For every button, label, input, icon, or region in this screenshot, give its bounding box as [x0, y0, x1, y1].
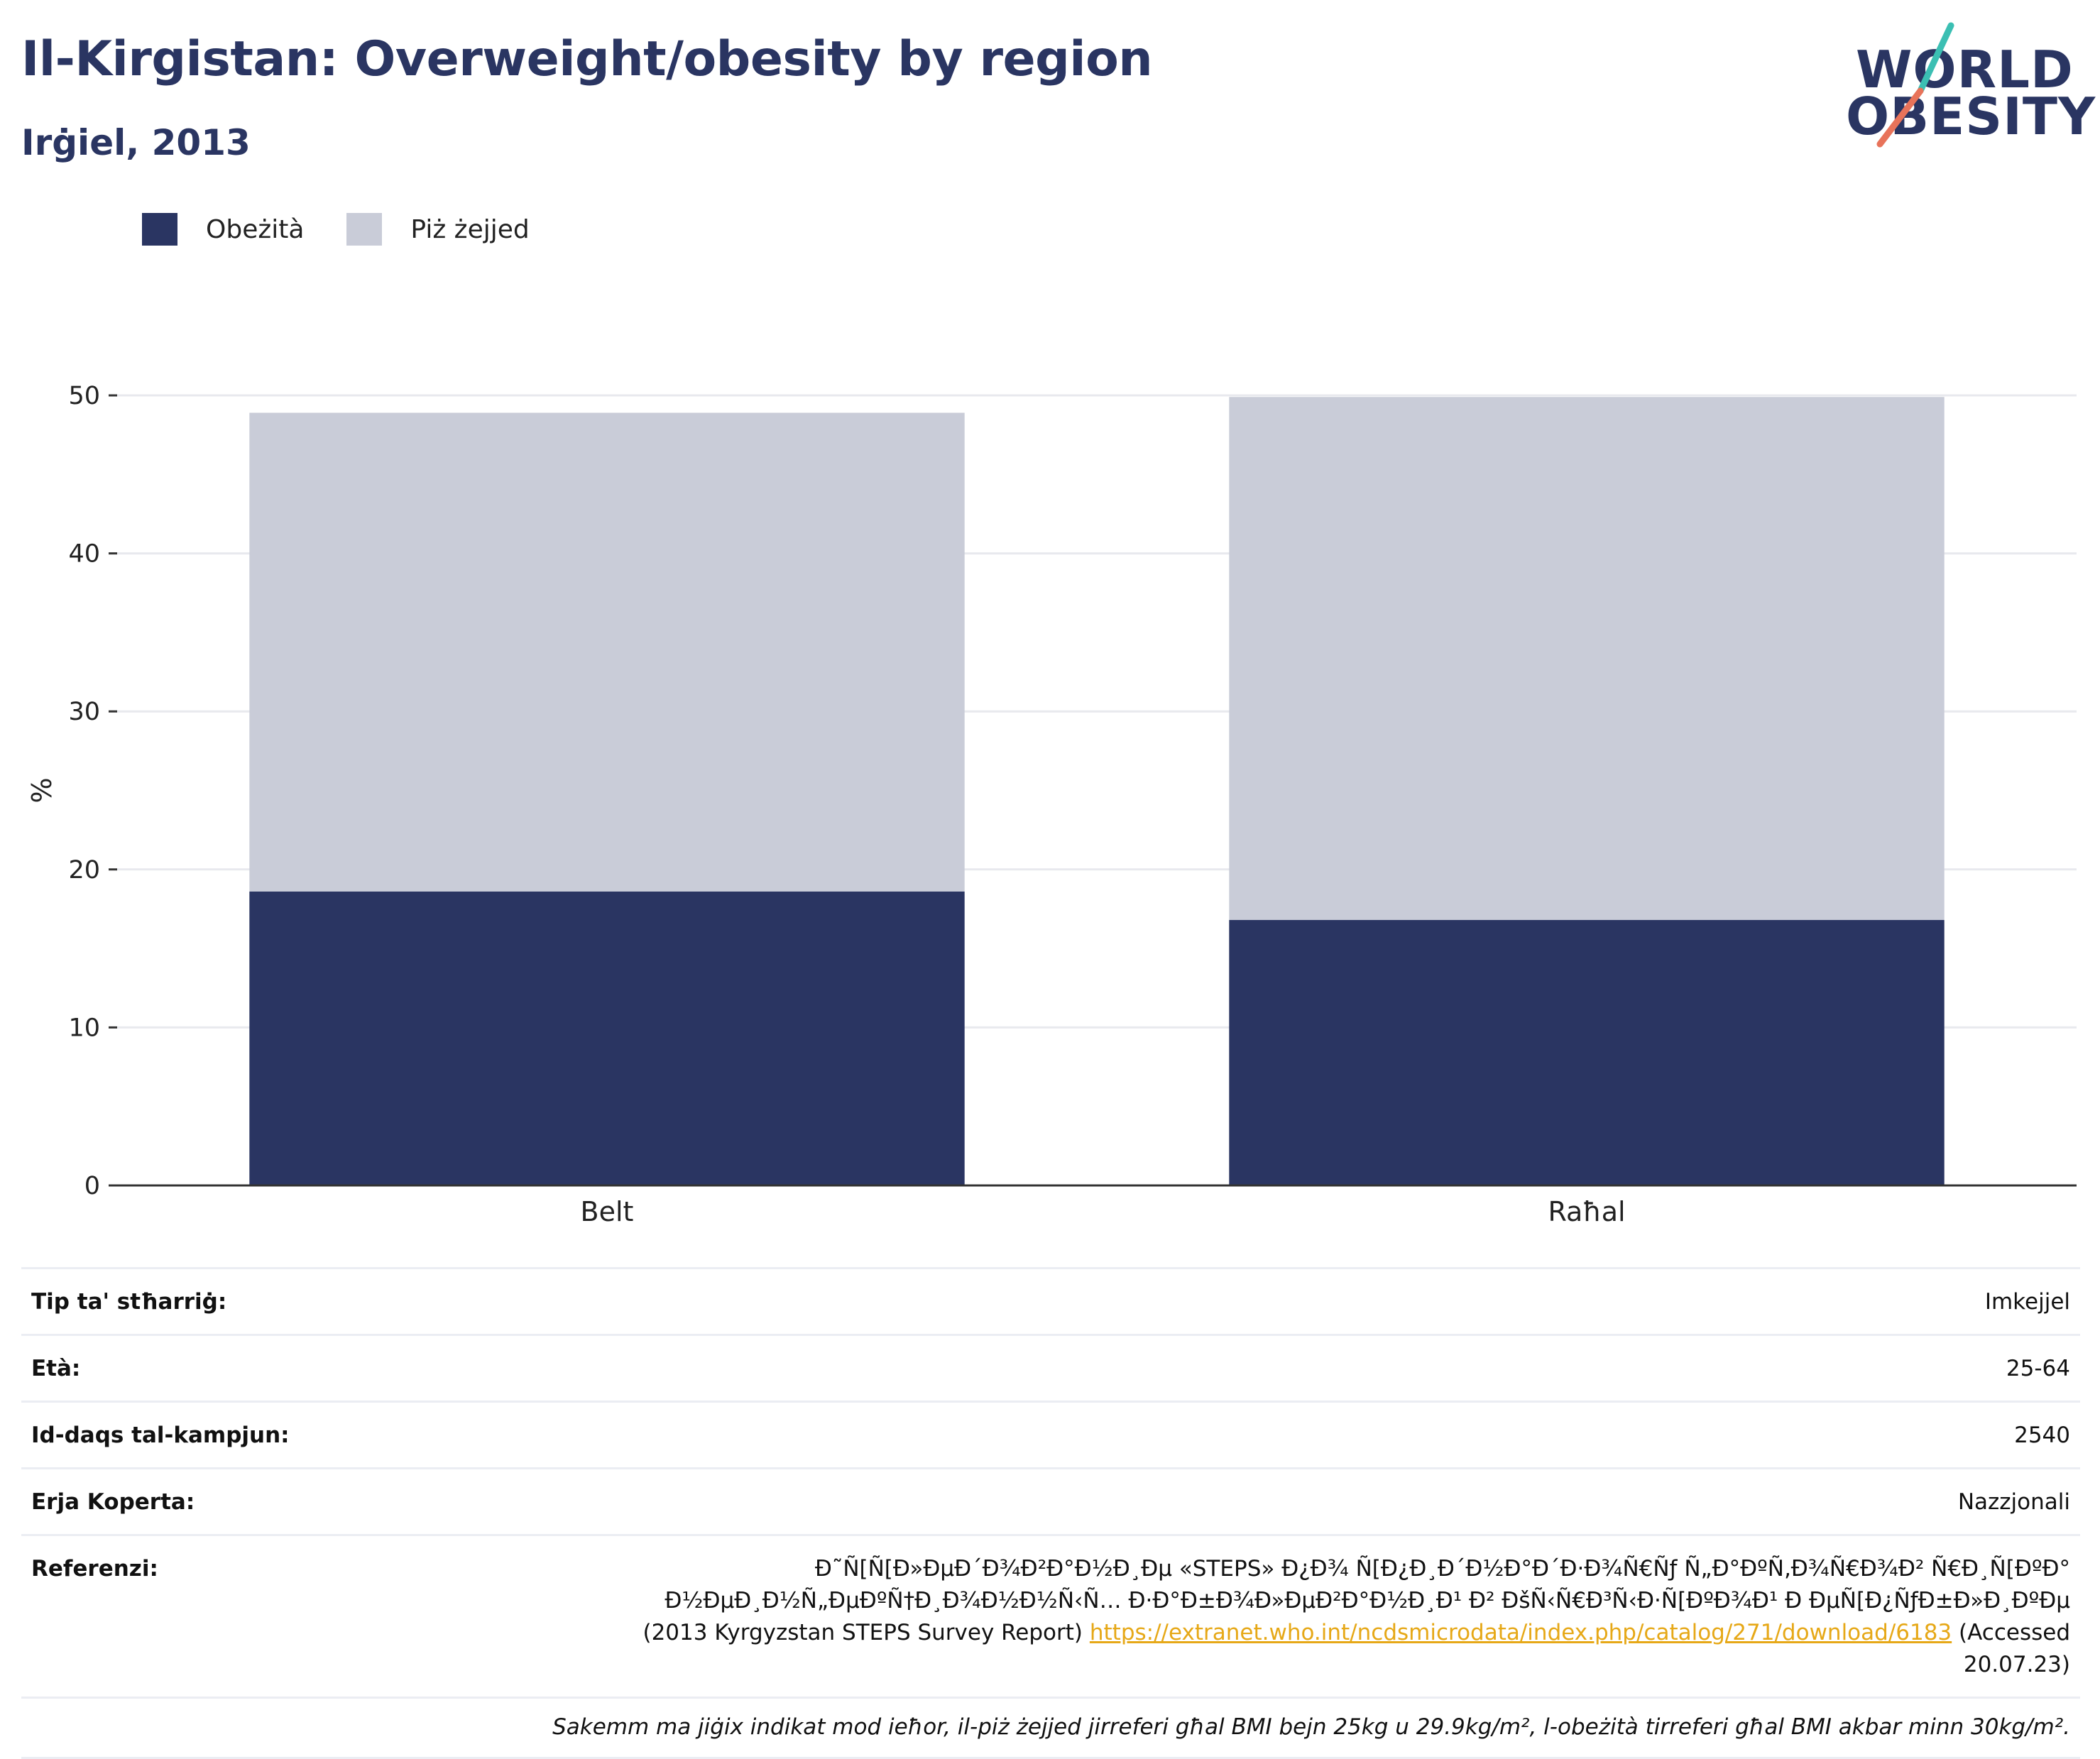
x-tick-label: Raħal — [1548, 1196, 1625, 1227]
info-value: 25-64 — [2006, 1355, 2070, 1381]
legend-label-obesity: Obeżità — [206, 214, 305, 244]
x-tick-label: Belt — [581, 1196, 634, 1227]
legend-label-overweight: Piż żejjed — [410, 214, 530, 244]
info-row-age: Età: 25-64 — [21, 1333, 2080, 1401]
bmi-definition-note: Sakemm ma jiġix indikat mod ieħor, il-pi… — [21, 1696, 2080, 1759]
info-value: Nazzjonali — [1957, 1489, 2070, 1515]
reference-citation: Ð˜Ñ[Ñ[Ð»ÐµÐ´Ð¾Ð²Ð°Ð½Ð¸Ðµ «STEPS» Ð¿Ð¾ Ñ[… — [642, 1555, 2070, 1645]
bar-overweight-1 — [1229, 397, 1945, 921]
logo-text-world: WORLD — [1856, 40, 2074, 99]
world-obesity-logo: WORLD OBESITY — [1846, 20, 2095, 155]
reference-link[interactable]: https://extranet.who.int/ncdsmicrodata/i… — [1089, 1619, 1952, 1645]
chart-subtitle: Irġiel, 2013 — [21, 122, 251, 163]
y-tick-label: 30 — [68, 698, 100, 726]
legend-item-overweight[interactable]: Piż żejjed — [346, 213, 530, 246]
info-key: Tip ta' stħarriġ: — [31, 1289, 227, 1315]
logo-slash-icon — [1876, 22, 1954, 148]
chart-legend: Obeżità Piż żejjed — [142, 213, 572, 246]
info-value: Imkejjel — [1984, 1289, 2070, 1315]
legend-swatch-overweight — [346, 213, 383, 246]
info-row-survey-type: Tip ta' stħarriġ: Imkejjel — [21, 1267, 2080, 1334]
bar-obesity-1 — [1229, 920, 1945, 1185]
info-row-sample-size: Id-daqs tal-kampjun: 2540 — [21, 1400, 2080, 1467]
bar-obesity-0 — [249, 891, 965, 1185]
legend-item-obesity[interactable]: Obeżità — [142, 213, 304, 246]
y-tick-label: 50 — [68, 382, 100, 410]
bar-overweight-0 — [249, 412, 965, 892]
legend-swatch-obesity — [142, 213, 177, 246]
info-key: Id-daqs tal-kampjun: — [31, 1422, 290, 1448]
info-row-area-covered: Erja Koperta: Nazzjonali — [21, 1467, 2080, 1534]
reference-text: Ð˜Ñ[Ñ[Ð»ÐµÐ´Ð¾Ð²Ð°Ð½Ð¸Ðµ «STEPS» Ð¿Ð¾ Ñ[… — [594, 1553, 2070, 1681]
stacked-bar-chart: 0 10 20 30 40 50% Belt Raħal — [26, 382, 2077, 1227]
chart-title: Il-Kirgistan: Overweight/obesity by regi… — [21, 31, 1153, 87]
y-tick-label: 10 — [68, 1014, 100, 1042]
y-tick-label: 40 — [68, 540, 100, 569]
y-tick-label: 0 — [84, 1172, 100, 1200]
y-axis-label: % — [26, 777, 58, 803]
survey-info-table: Tip ta' stħarriġ: Imkejjel Età: 25-64 Id… — [21, 1267, 2080, 1759]
info-row-references: Referenzi: Ð˜Ñ[Ñ[Ð»ÐµÐ´Ð¾Ð²Ð°Ð½Ð¸Ðµ «STE… — [21, 1533, 2080, 1697]
info-value: 2540 — [2014, 1422, 2070, 1448]
info-key: Erja Koperta: — [31, 1489, 195, 1515]
info-key: Età: — [31, 1355, 81, 1381]
y-tick-label: 20 — [68, 856, 100, 884]
info-key: Referenzi: — [31, 1555, 158, 1582]
reference-accessed: (Accessed 20.07.23) — [1959, 1619, 2070, 1677]
